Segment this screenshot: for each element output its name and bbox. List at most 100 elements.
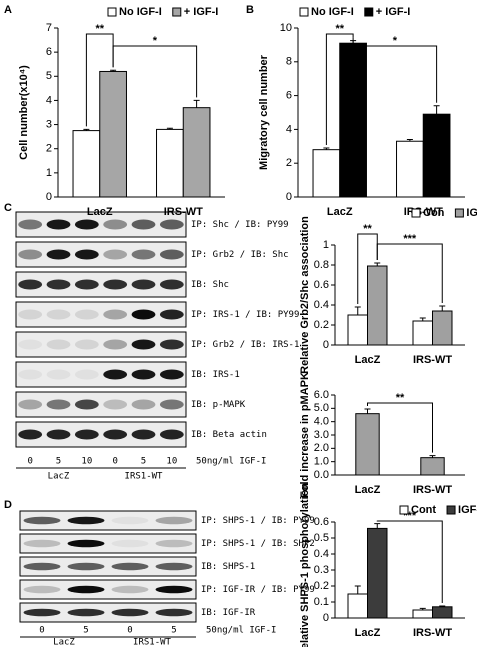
blot-label: IP: Shc / IB: PY99 bbox=[191, 220, 289, 230]
band bbox=[18, 429, 43, 440]
y-tick-label: 2 bbox=[286, 157, 292, 169]
band bbox=[46, 339, 71, 350]
error-bar bbox=[110, 69, 117, 72]
annotation: * bbox=[153, 35, 158, 47]
annotation: ** bbox=[396, 392, 405, 404]
bracket bbox=[376, 243, 443, 303]
bar bbox=[432, 606, 453, 619]
y-tick-label: 5 bbox=[46, 70, 52, 82]
legend-label: No IGF-I bbox=[311, 6, 354, 18]
error-bar bbox=[193, 99, 200, 108]
band bbox=[18, 279, 43, 290]
error-bar bbox=[439, 605, 446, 607]
band bbox=[131, 399, 156, 410]
band bbox=[67, 539, 105, 548]
band bbox=[155, 516, 193, 525]
y-tick-label: 8 bbox=[286, 56, 292, 68]
y-tick-label: 0.6 bbox=[314, 516, 329, 528]
blot bbox=[15, 271, 187, 298]
bar bbox=[339, 42, 367, 198]
lane: 5 bbox=[56, 457, 61, 467]
lane: 0 bbox=[112, 457, 117, 467]
bar bbox=[99, 70, 127, 198]
blot bbox=[19, 579, 197, 600]
bar bbox=[422, 113, 451, 198]
grp: IRS1-WT bbox=[133, 638, 172, 647]
blot-label: IB: Beta actin bbox=[191, 430, 267, 440]
blot bbox=[15, 361, 187, 388]
legend-label: Cont bbox=[411, 504, 436, 516]
lane: 10 bbox=[166, 457, 177, 467]
dose: 50ng/ml IGF-I bbox=[206, 626, 276, 636]
bar bbox=[412, 609, 433, 619]
error-bar bbox=[354, 585, 361, 594]
panel-letter: B bbox=[246, 4, 254, 16]
grp: IRS1-WT bbox=[125, 472, 164, 482]
band bbox=[159, 249, 184, 260]
band bbox=[159, 219, 184, 230]
band bbox=[46, 309, 71, 320]
blot bbox=[19, 556, 197, 577]
blot-label: IP: SHPS-1 / IB: SHP2 bbox=[201, 539, 315, 549]
y-tick-label: 0.2 bbox=[314, 319, 329, 331]
error-bar bbox=[364, 408, 371, 414]
legend-swatch bbox=[454, 208, 464, 218]
bracket bbox=[325, 33, 354, 145]
x-tick-label: IRS-WT bbox=[413, 354, 452, 366]
band bbox=[46, 369, 71, 380]
x-tick-label: LacZ bbox=[355, 484, 381, 496]
y-tick-label: 1.0 bbox=[314, 456, 329, 468]
legend-swatch bbox=[364, 7, 374, 17]
legend-label: + IGF-I bbox=[376, 6, 411, 18]
panel-letter: A bbox=[4, 4, 12, 16]
error-bar bbox=[374, 262, 381, 266]
band bbox=[155, 562, 193, 571]
blot-label: IP: IGF-IR / IB: PY99 bbox=[201, 585, 315, 595]
band bbox=[131, 279, 156, 290]
lane: 0 bbox=[127, 626, 132, 636]
band bbox=[23, 585, 61, 594]
y-tick-label: 0 bbox=[323, 612, 329, 624]
blot-label: IB: IRS-1 bbox=[191, 370, 240, 380]
error-bar bbox=[166, 127, 173, 130]
lane: 5 bbox=[83, 626, 88, 636]
y-tick-label: 0.1 bbox=[314, 596, 329, 608]
bar bbox=[412, 320, 433, 346]
bar bbox=[432, 310, 453, 346]
band bbox=[18, 339, 43, 350]
error-bar bbox=[83, 128, 90, 131]
band bbox=[74, 219, 99, 230]
y-tick-label: 0.3 bbox=[314, 564, 329, 576]
band bbox=[131, 429, 156, 440]
band bbox=[74, 249, 99, 260]
lane: 0 bbox=[39, 626, 44, 636]
dose: 50ng/ml IGF-I bbox=[196, 457, 266, 467]
x-tick-label: IRS-WT bbox=[413, 484, 452, 496]
blot-label: IP: Grb2 / IB: IRS-1 bbox=[191, 340, 299, 350]
lane: 0 bbox=[27, 457, 32, 467]
band bbox=[111, 539, 149, 548]
annotation: * bbox=[393, 35, 398, 47]
bar bbox=[367, 527, 388, 619]
grp: LacZ bbox=[53, 638, 75, 647]
y-tick-label: 6 bbox=[46, 46, 52, 58]
legend-label: Con bbox=[423, 207, 445, 219]
y-tick-label: 4 bbox=[286, 123, 292, 135]
blot-label: IB: IGF-IR bbox=[201, 608, 256, 618]
band bbox=[46, 279, 71, 290]
band bbox=[159, 309, 184, 320]
blot-label: IB: SHPS-1 bbox=[201, 562, 255, 572]
bar bbox=[182, 107, 211, 198]
y-axis-label: Relative SHPS-1 phosphorylation bbox=[299, 483, 311, 647]
band bbox=[131, 219, 156, 230]
y-tick-label: 5.0 bbox=[314, 402, 329, 414]
error-bar bbox=[419, 607, 426, 610]
bracket bbox=[352, 37, 438, 103]
x-tick-label: LacZ bbox=[355, 354, 381, 366]
blot bbox=[15, 211, 187, 238]
band bbox=[18, 249, 43, 260]
error-bar bbox=[406, 139, 413, 142]
error-bar bbox=[354, 306, 361, 315]
